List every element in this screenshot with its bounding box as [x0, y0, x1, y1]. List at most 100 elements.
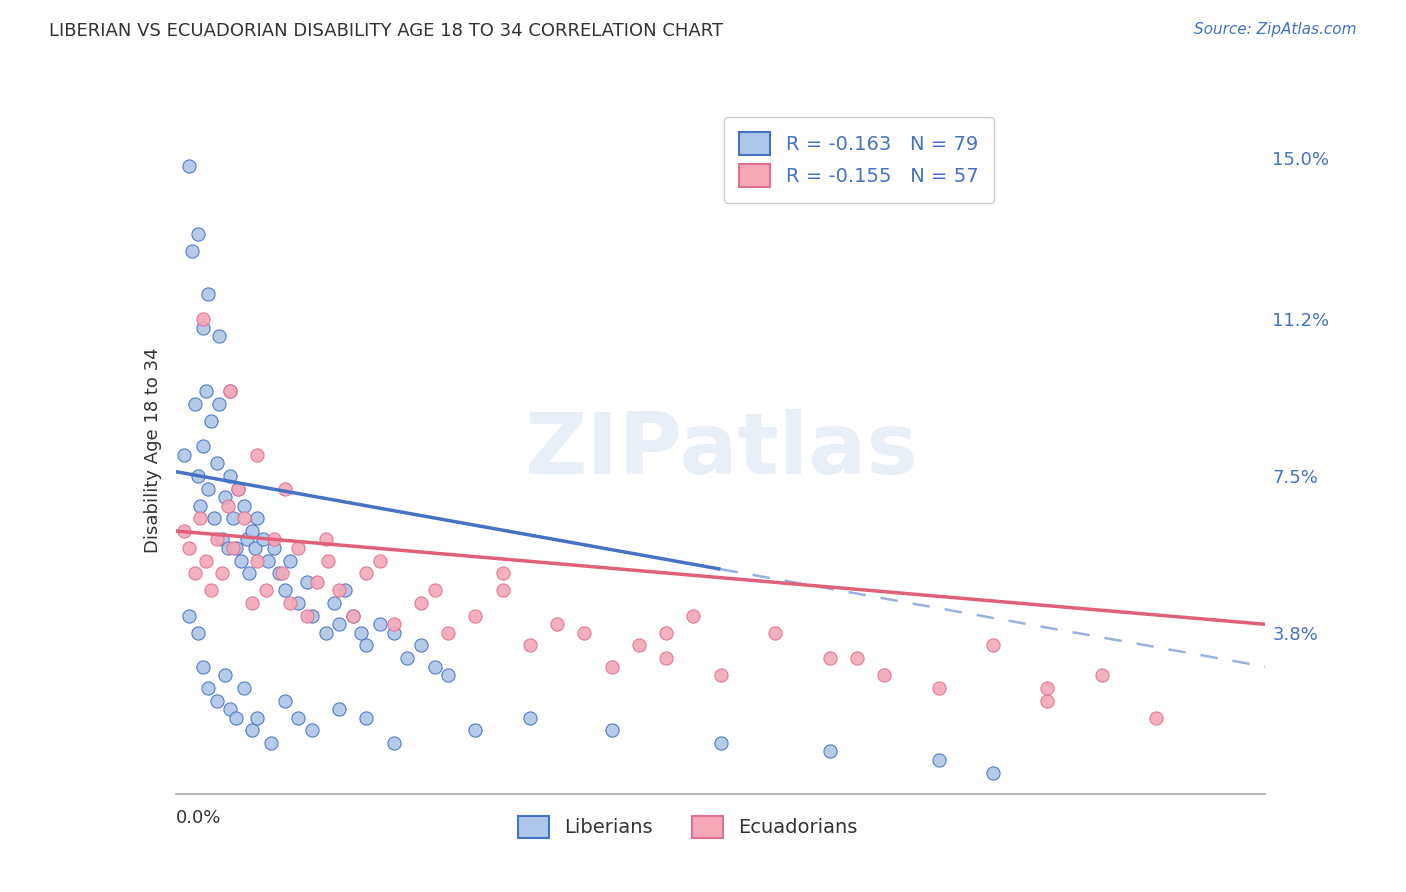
Point	[263, 541, 285, 555]
Point	[179, 608, 201, 623]
Point	[328, 702, 350, 716]
Point	[600, 659, 623, 673]
Point	[1144, 710, 1167, 724]
Point	[246, 448, 269, 462]
Point	[235, 533, 257, 547]
Point	[257, 554, 280, 568]
Point	[1091, 668, 1114, 682]
Point	[188, 499, 211, 513]
Y-axis label: Disability Age 18 to 34: Disability Age 18 to 34	[143, 348, 162, 553]
Point	[492, 566, 515, 581]
Point	[278, 554, 301, 568]
Point	[396, 651, 419, 665]
Point	[1036, 681, 1059, 695]
Point	[271, 566, 294, 581]
Point	[627, 639, 650, 653]
Point	[263, 533, 285, 547]
Point	[307, 574, 329, 589]
Point	[186, 625, 209, 640]
Point	[186, 469, 209, 483]
Point	[269, 566, 291, 581]
Point	[342, 608, 364, 623]
Point	[356, 639, 378, 653]
Point	[519, 639, 541, 653]
Point	[205, 693, 228, 707]
Point	[301, 608, 323, 623]
Point	[328, 617, 350, 632]
Point	[181, 244, 204, 259]
Point	[217, 541, 239, 555]
Point	[546, 617, 568, 632]
Point	[205, 456, 228, 470]
Point	[232, 499, 254, 513]
Point	[243, 541, 266, 555]
Point	[437, 668, 460, 682]
Point	[274, 583, 297, 598]
Point	[600, 723, 623, 738]
Point	[382, 625, 405, 640]
Point	[322, 596, 344, 610]
Point	[295, 608, 318, 623]
Point	[260, 736, 283, 750]
Point	[208, 329, 231, 343]
Point	[186, 227, 209, 242]
Point	[211, 533, 233, 547]
Point	[574, 625, 596, 640]
Point	[202, 511, 225, 525]
Point	[287, 596, 309, 610]
Point	[219, 469, 242, 483]
Point	[228, 482, 250, 496]
Point	[232, 511, 254, 525]
Point	[295, 574, 318, 589]
Point	[928, 753, 950, 767]
Point	[818, 651, 841, 665]
Legend: Liberians, Ecuadorians: Liberians, Ecuadorians	[510, 808, 866, 846]
Point	[246, 554, 269, 568]
Point	[928, 681, 950, 695]
Point	[301, 723, 323, 738]
Point	[981, 639, 1004, 653]
Point	[211, 566, 233, 581]
Point	[197, 286, 219, 301]
Point	[519, 710, 541, 724]
Point	[368, 617, 391, 632]
Point	[710, 736, 733, 750]
Point	[315, 625, 337, 640]
Point	[356, 566, 378, 581]
Point	[350, 625, 373, 640]
Text: ZIPatlas: ZIPatlas	[523, 409, 918, 492]
Point	[208, 397, 231, 411]
Point	[763, 625, 786, 640]
Point	[423, 659, 446, 673]
Point	[246, 511, 269, 525]
Point	[173, 524, 195, 538]
Point	[232, 681, 254, 695]
Point	[188, 511, 211, 525]
Point	[246, 710, 269, 724]
Point	[231, 554, 253, 568]
Point	[328, 583, 350, 598]
Point	[655, 651, 678, 665]
Point	[492, 583, 515, 598]
Point	[318, 554, 340, 568]
Point	[873, 668, 896, 682]
Point	[682, 608, 704, 623]
Point	[191, 312, 214, 326]
Point	[409, 639, 432, 653]
Point	[382, 736, 405, 750]
Point	[173, 448, 195, 462]
Point	[191, 659, 214, 673]
Point	[225, 541, 247, 555]
Point	[368, 554, 391, 568]
Point	[464, 723, 486, 738]
Point	[315, 533, 337, 547]
Point	[818, 744, 841, 758]
Point	[409, 596, 432, 610]
Point	[423, 583, 446, 598]
Point	[197, 681, 219, 695]
Point	[184, 397, 207, 411]
Point	[710, 668, 733, 682]
Point	[222, 541, 245, 555]
Point	[200, 583, 222, 598]
Point	[845, 651, 868, 665]
